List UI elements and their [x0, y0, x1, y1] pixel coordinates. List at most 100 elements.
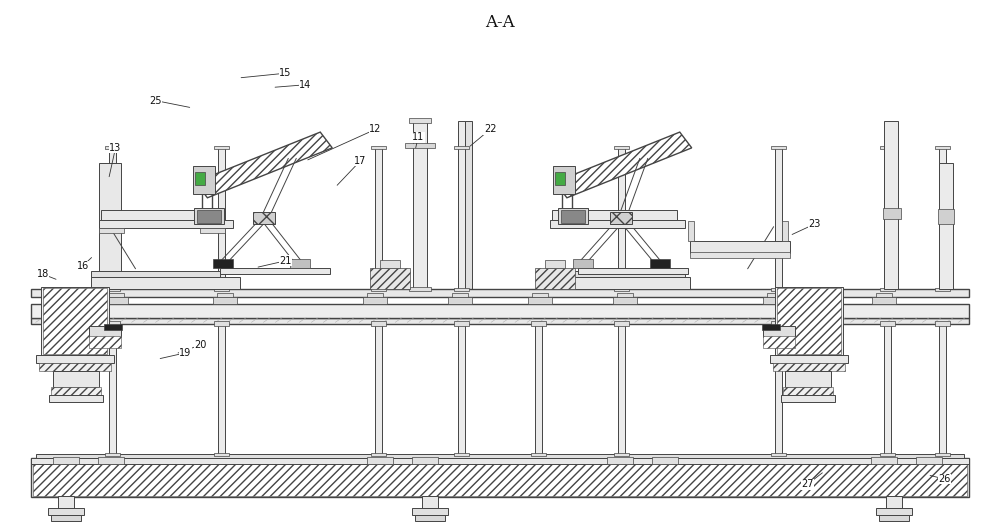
- Text: A-A: A-A: [485, 14, 515, 31]
- Bar: [454, 321, 469, 326]
- Bar: [690, 252, 790, 258]
- Bar: [555, 271, 685, 277]
- Bar: [371, 146, 386, 149]
- Bar: [762, 324, 780, 330]
- Bar: [91, 277, 240, 289]
- Polygon shape: [195, 132, 332, 198]
- Bar: [89, 326, 121, 337]
- Bar: [371, 288, 386, 291]
- Bar: [880, 453, 895, 456]
- Text: 17: 17: [354, 156, 366, 166]
- Text: 14: 14: [299, 80, 311, 90]
- Bar: [39, 363, 111, 371]
- Bar: [371, 321, 386, 326]
- Bar: [422, 496, 438, 508]
- Bar: [876, 508, 912, 515]
- Bar: [53, 457, 79, 464]
- Bar: [916, 457, 942, 464]
- Bar: [531, 453, 546, 456]
- Bar: [782, 221, 788, 241]
- Bar: [618, 323, 625, 454]
- Bar: [109, 147, 116, 289]
- Bar: [454, 146, 469, 149]
- Bar: [876, 293, 892, 297]
- Text: 22: 22: [484, 124, 496, 134]
- Bar: [101, 210, 225, 220]
- Bar: [884, 323, 891, 454]
- Bar: [105, 453, 120, 456]
- Bar: [367, 457, 393, 464]
- Bar: [58, 496, 74, 508]
- Bar: [213, 259, 233, 268]
- Bar: [872, 297, 896, 305]
- Bar: [785, 371, 831, 387]
- Bar: [935, 321, 950, 326]
- Bar: [98, 457, 124, 464]
- Bar: [763, 326, 795, 337]
- Bar: [31, 305, 969, 318]
- Bar: [409, 287, 431, 291]
- Bar: [375, 323, 382, 454]
- Bar: [880, 288, 895, 291]
- Bar: [370, 268, 410, 289]
- Bar: [51, 387, 101, 395]
- Bar: [217, 293, 233, 297]
- Bar: [783, 387, 833, 395]
- Bar: [531, 321, 546, 326]
- Bar: [540, 277, 690, 289]
- Bar: [49, 395, 103, 402]
- Bar: [883, 208, 901, 219]
- Bar: [33, 459, 967, 496]
- Bar: [614, 146, 629, 149]
- Text: 27: 27: [801, 479, 814, 489]
- Bar: [545, 260, 565, 268]
- Bar: [561, 210, 585, 222]
- Bar: [880, 321, 895, 326]
- Bar: [763, 336, 795, 348]
- Bar: [767, 293, 783, 297]
- Bar: [412, 457, 438, 464]
- Bar: [552, 210, 677, 220]
- Bar: [91, 271, 220, 277]
- Polygon shape: [555, 132, 692, 198]
- Bar: [771, 453, 786, 456]
- Text: 23: 23: [808, 219, 821, 229]
- Bar: [375, 147, 382, 289]
- Bar: [36, 454, 964, 458]
- Bar: [213, 297, 237, 305]
- Bar: [652, 457, 678, 464]
- Bar: [193, 166, 215, 193]
- Bar: [938, 209, 954, 224]
- Bar: [618, 147, 625, 289]
- Bar: [53, 371, 99, 387]
- Bar: [290, 259, 310, 268]
- Bar: [214, 146, 229, 149]
- Bar: [578, 268, 688, 274]
- Bar: [108, 293, 124, 297]
- Bar: [614, 321, 629, 326]
- Bar: [771, 146, 786, 149]
- Bar: [532, 293, 548, 297]
- Bar: [550, 220, 685, 228]
- Text: 18: 18: [37, 269, 49, 279]
- Bar: [690, 241, 790, 253]
- Bar: [214, 453, 229, 456]
- Bar: [31, 318, 969, 324]
- Bar: [48, 508, 84, 515]
- Bar: [773, 363, 845, 371]
- Bar: [465, 121, 472, 289]
- Bar: [218, 323, 225, 454]
- Bar: [771, 288, 786, 291]
- Bar: [884, 121, 898, 289]
- Bar: [36, 356, 114, 363]
- Bar: [194, 208, 224, 224]
- Bar: [939, 147, 946, 289]
- Bar: [405, 143, 435, 148]
- Bar: [613, 297, 637, 305]
- Bar: [99, 220, 233, 228]
- Bar: [218, 147, 225, 289]
- Bar: [253, 212, 275, 223]
- Bar: [452, 293, 468, 297]
- Text: 11: 11: [412, 132, 424, 142]
- Bar: [104, 297, 128, 305]
